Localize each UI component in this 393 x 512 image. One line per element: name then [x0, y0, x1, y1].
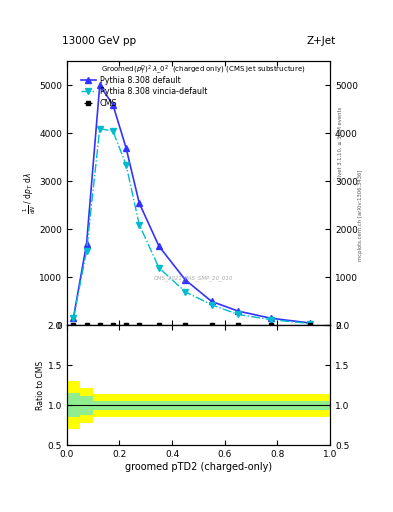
Pythia 8.308 default	[235, 308, 240, 314]
Pythia 8.308 default	[97, 82, 102, 89]
Pythia 8.308 default	[84, 241, 89, 247]
Pythia 8.308 vincia-default	[268, 316, 273, 323]
Pythia 8.308 vincia-default	[124, 162, 129, 168]
Pythia 8.308 vincia-default	[110, 128, 115, 134]
Pythia 8.308 default	[71, 315, 76, 322]
Text: Z+Jet: Z+Jet	[306, 36, 335, 46]
Pythia 8.308 default	[110, 101, 115, 108]
Pythia 8.308 default	[209, 298, 214, 305]
Pythia 8.308 vincia-default	[71, 315, 76, 322]
Pythia 8.308 vincia-default	[156, 265, 162, 271]
Text: mcplots.cern.ch [arXiv:1306.3436]: mcplots.cern.ch [arXiv:1306.3436]	[358, 169, 363, 261]
Pythia 8.308 vincia-default	[84, 248, 89, 254]
Pythia 8.308 default	[137, 200, 141, 206]
Text: Rivet 3.1.10, ≥ 3.2M events: Rivet 3.1.10, ≥ 3.2M events	[338, 106, 343, 180]
Pythia 8.308 vincia-default	[235, 311, 240, 317]
Legend: Pythia 8.308 default, Pythia 8.308 vincia-default, CMS: Pythia 8.308 default, Pythia 8.308 vinci…	[79, 73, 209, 110]
Pythia 8.308 vincia-default	[308, 321, 313, 327]
Pythia 8.308 default	[156, 243, 162, 249]
Pythia 8.308 vincia-default	[97, 125, 102, 132]
Text: Groomed$(p_T^D)^2\,\lambda\_0^2$  (charged only) (CMS jet substructure): Groomed$(p_T^D)^2\,\lambda\_0^2$ (charge…	[101, 64, 306, 77]
Pythia 8.308 default	[308, 320, 313, 326]
Line: Pythia 8.308 vincia-default: Pythia 8.308 vincia-default	[71, 126, 313, 326]
Y-axis label: Ratio to CMS: Ratio to CMS	[36, 361, 45, 410]
Pythia 8.308 vincia-default	[209, 302, 214, 308]
Pythia 8.308 default	[268, 315, 273, 322]
Text: CMS_2021_PAS_SMP_20_010: CMS_2021_PAS_SMP_20_010	[154, 275, 233, 281]
Text: 13000 GeV pp: 13000 GeV pp	[62, 36, 136, 46]
Pythia 8.308 default	[183, 277, 188, 283]
X-axis label: groomed pTD2 (charged-only): groomed pTD2 (charged-only)	[125, 462, 272, 472]
Line: Pythia 8.308 default: Pythia 8.308 default	[71, 82, 313, 326]
Pythia 8.308 vincia-default	[137, 222, 141, 228]
Pythia 8.308 default	[124, 145, 129, 151]
Pythia 8.308 vincia-default	[183, 289, 188, 295]
Y-axis label: $\frac{1}{\mathrm{d}N}$ / $\mathrm{d}p_T$ $\mathrm{d}\lambda$: $\frac{1}{\mathrm{d}N}$ / $\mathrm{d}p_T…	[21, 173, 38, 215]
